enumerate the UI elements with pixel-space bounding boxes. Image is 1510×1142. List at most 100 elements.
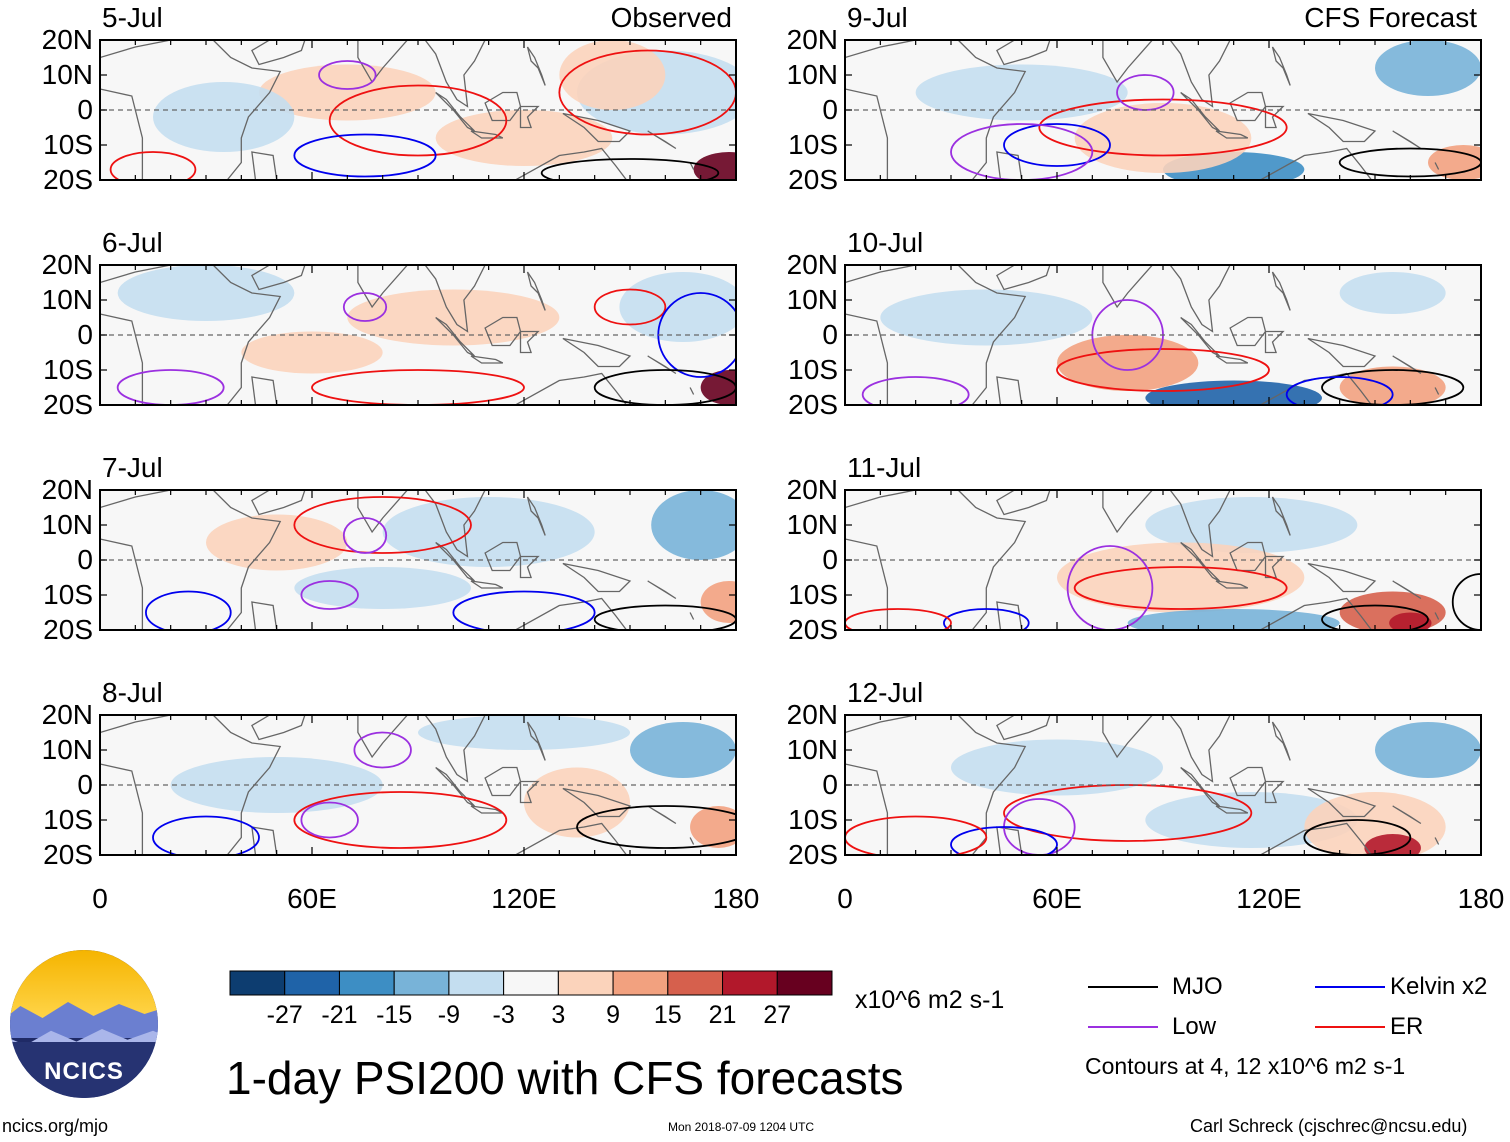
website-link[interactable]: ncics.org/mjo (2, 1116, 109, 1136)
coastline (1243, 822, 1373, 855)
coastline (1243, 597, 1373, 630)
anomaly-shading (951, 739, 1163, 796)
panel-date-label: 6-Jul (102, 227, 163, 258)
coastline (470, 355, 504, 364)
contour-er (109, 151, 197, 180)
contour-low (950, 123, 1094, 180)
anomaly-shading (206, 514, 348, 571)
legend-label: MJO (1172, 973, 1223, 1000)
coastline (647, 805, 677, 825)
anomaly-shading (382, 497, 595, 567)
y-tick-label: 20S (43, 164, 93, 195)
contour-low (342, 292, 388, 322)
y-tick-label: 10S (43, 129, 93, 160)
coastline (1307, 337, 1377, 368)
contour-kelvin-x2 (152, 815, 260, 855)
y-tick-label: 0 (77, 319, 93, 350)
coastline (251, 490, 306, 516)
y-tick-label: 20S (43, 839, 93, 870)
legend-label: Low (1172, 1013, 1217, 1040)
coastline (562, 562, 632, 593)
contour-mjo (1303, 819, 1412, 855)
panel-8-Jul (100, 715, 736, 855)
y-tick-label: 20N (41, 24, 93, 55)
contour-kelvin-x2 (1285, 376, 1394, 405)
coastline (562, 112, 632, 143)
panel-date-label: 11-Jul (847, 452, 922, 483)
y-tick-label: 20N (41, 474, 93, 505)
panel-11-Jul (845, 490, 1481, 630)
y-tick-label: 20S (788, 389, 838, 420)
panel-5-Jul (100, 40, 736, 180)
panel-date-label: 10-Jul (847, 227, 924, 258)
panel-source-label: Observed (610, 2, 732, 33)
contour-er (1073, 566, 1288, 610)
y-tick-label: 10S (788, 354, 838, 385)
anomaly-shading (1127, 609, 1340, 630)
anomaly-shading (294, 567, 471, 609)
y-tick-label: 0 (77, 544, 93, 575)
y-tick-label: 20S (788, 614, 838, 645)
anomaly-shading (915, 64, 1128, 121)
logo-text: NCICS (44, 1058, 124, 1085)
y-tick-label: 10N (41, 59, 93, 90)
coastline (424, 715, 486, 783)
contour-er (593, 288, 667, 326)
x-tick-label: 60E (1032, 883, 1082, 914)
coastline (519, 105, 540, 129)
x-tick-label: 0 (92, 883, 108, 914)
coastline (1054, 40, 1154, 84)
panel-date-label: 7-Jul (102, 452, 163, 483)
figure-title: 1-day PSI200 with CFS forecasts (226, 1052, 904, 1104)
coastline (100, 715, 282, 855)
colorbar-label: -9 (437, 1001, 461, 1029)
contour-er (328, 84, 508, 157)
coastline (1271, 496, 1291, 536)
anomaly-shading (259, 64, 436, 121)
coastline (562, 787, 632, 818)
legend-label: Kelvin x2 (1390, 973, 1488, 1000)
contour-low (342, 517, 388, 554)
contour-er (845, 608, 952, 630)
colorbar-label: 3 (551, 1001, 566, 1029)
coastline (845, 715, 1027, 855)
coastline (845, 40, 1027, 180)
y-tick-label: 10S (788, 579, 838, 610)
contour-er (558, 49, 736, 136)
colorbar-units: x10^6 m2 s-1 (855, 986, 1005, 1014)
coastline (1169, 265, 1231, 333)
colorbar-label: -3 (492, 1001, 515, 1029)
y-tick-label: 0 (822, 769, 838, 800)
contour-kelvin-x2 (943, 608, 1030, 630)
anomaly-shading (1074, 103, 1252, 173)
legend-label: ER (1390, 1013, 1424, 1040)
coastline (1264, 330, 1285, 354)
x-tick-label: 60E (287, 883, 337, 914)
panel-9-Jul (845, 40, 1481, 180)
y-tick-label: 20S (43, 389, 93, 420)
colorbar-swatch (338, 970, 395, 996)
coastline (251, 265, 306, 291)
coastline (996, 151, 1023, 180)
colorbar-swatch (393, 970, 450, 996)
coastline (1392, 580, 1422, 600)
y-tick-label: 20N (786, 474, 838, 505)
y-tick-label: 20S (788, 839, 838, 870)
y-tick-label: 10N (41, 734, 93, 765)
anomaly-shading (241, 331, 383, 374)
y-tick-label: 10N (786, 284, 838, 315)
coastline (1169, 40, 1231, 108)
coastline (1392, 130, 1422, 150)
coastline (519, 780, 540, 804)
coastline (498, 822, 628, 855)
anomaly-shading (630, 722, 736, 778)
coastline (1434, 387, 1440, 395)
y-tick-label: 10S (43, 354, 93, 385)
contour-kelvin-x2 (145, 590, 232, 630)
colorbar-swatch (448, 970, 505, 996)
contour-low (300, 580, 359, 610)
coastline (647, 580, 677, 600)
coastline (1054, 715, 1154, 759)
coastline (424, 490, 486, 558)
contour-er (293, 791, 508, 849)
